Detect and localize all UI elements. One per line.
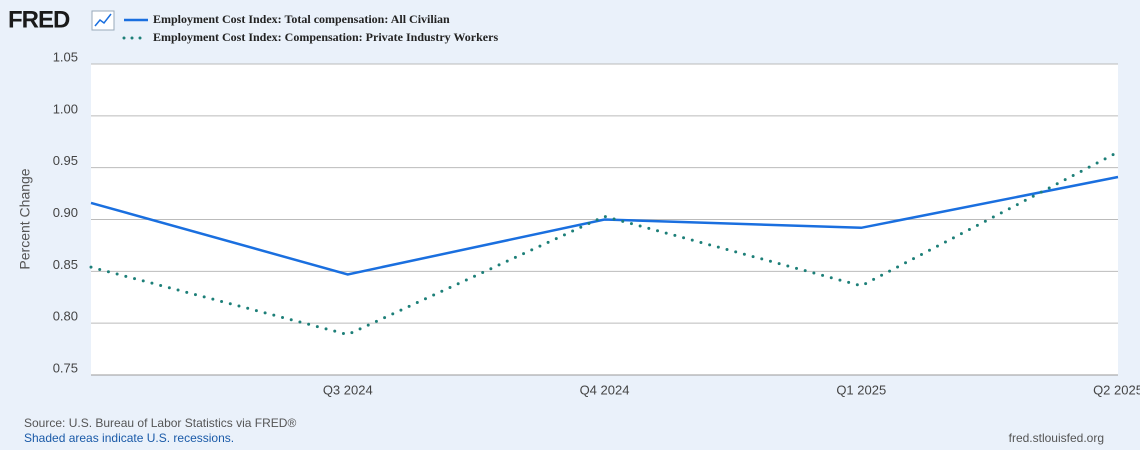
y-tick-label: 0.80	[53, 309, 78, 324]
y-axis-label: Percent Change	[17, 168, 33, 269]
y-tick-label: 0.75	[53, 360, 78, 375]
site[interactable]: fred.stlouisfed.org	[1009, 431, 1104, 445]
series-line	[89, 150, 1120, 337]
note[interactable]: Shaded areas indicate U.S. recessions.	[24, 431, 234, 445]
y-tick-label: 0.95	[53, 153, 78, 168]
x-tick-label: Q1 2025	[836, 382, 886, 397]
x-tick-label: Q3 2024	[323, 382, 373, 397]
x-tick-label: Q2 2025	[1093, 382, 1140, 397]
legend-label: Employment Cost Index: Compensation: Pri…	[153, 30, 498, 44]
source: Source: U.S. Bureau of Labor Statistics …	[24, 416, 296, 430]
y-tick-label: 0.90	[53, 205, 78, 220]
y-tick-label: 1.05	[53, 49, 78, 64]
y-tick-label: 0.85	[53, 257, 78, 272]
x-tick-label: Q4 2024	[580, 382, 630, 397]
logo-icon	[91, 10, 115, 31]
logo[interactable]: FRED	[8, 6, 71, 33]
series-line	[90, 175, 1119, 276]
legend-label: Employment Cost Index: Total compensatio…	[153, 12, 450, 26]
y-tick-label: 1.00	[53, 101, 78, 116]
